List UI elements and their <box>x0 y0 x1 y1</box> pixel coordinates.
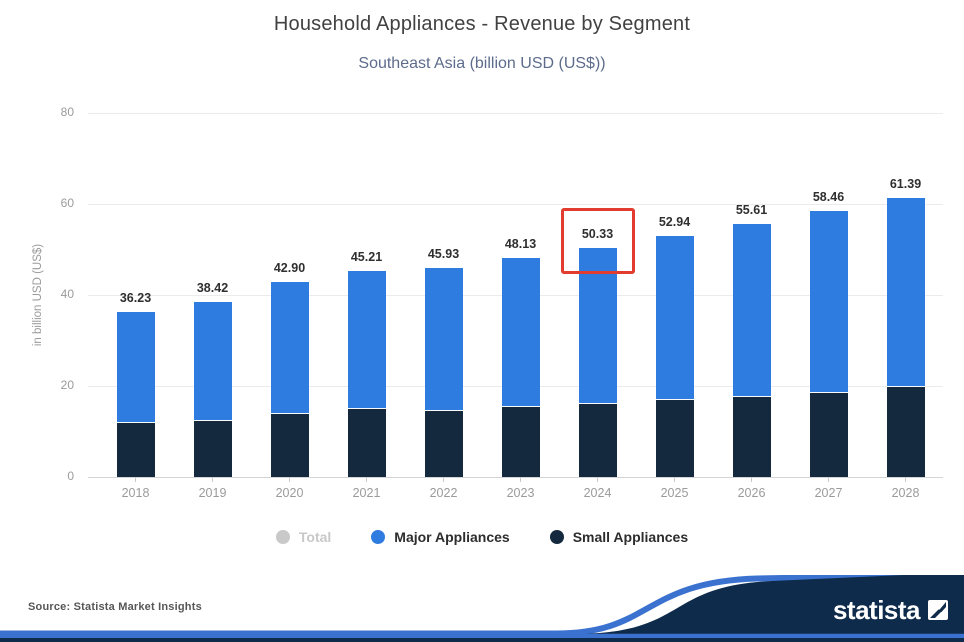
x-axis-label-2020: 2020 <box>275 486 304 500</box>
legend-dot-major-appliances <box>371 530 386 544</box>
bar-value-label-2024: 50.33 <box>581 226 614 241</box>
x-tick-2018 <box>135 477 136 482</box>
x-axis-label-2021: 2021 <box>352 486 381 500</box>
footer-navy-swoosh <box>580 575 964 634</box>
statista-logo: statista <box>833 597 948 623</box>
chart-title: Household Appliances - Revenue by Segmen… <box>273 13 691 35</box>
y-tick-label-60: 60 <box>60 196 74 210</box>
footer-bottom-line <box>0 638 964 642</box>
bar-value-label-2021: 45.21 <box>350 250 383 265</box>
bar-2026-small-segment[interactable] <box>732 395 771 477</box>
bar-2022[interactable] <box>424 268 463 477</box>
bar-2025-small-segment[interactable] <box>655 398 694 477</box>
statista-logo-mark <box>928 600 948 620</box>
source-note: Source: Statista Market Insights <box>28 601 202 613</box>
legend-label: Total <box>298 529 332 545</box>
bar-2027-major-segment[interactable] <box>809 211 848 392</box>
x-tick-2021 <box>366 477 367 482</box>
chart-legend: Total Major Appliances Small Appliances <box>0 529 964 545</box>
bar-2018-major-segment[interactable] <box>116 312 155 423</box>
x-tick-2024 <box>597 477 598 482</box>
bar-2024[interactable] <box>578 248 617 477</box>
footer-swoosh <box>0 575 964 642</box>
x-axis-label-2023: 2023 <box>506 486 535 500</box>
bar-2023-small-segment[interactable] <box>501 405 540 477</box>
bar-2023[interactable] <box>501 258 540 477</box>
bar-2023-major-segment[interactable] <box>501 258 540 406</box>
x-tick-2022 <box>443 477 444 482</box>
x-axis-label-2025: 2025 <box>660 486 689 500</box>
x-axis-label-2018: 2018 <box>121 486 150 500</box>
x-axis-label-2027: 2027 <box>814 486 843 500</box>
bar-2028-small-segment[interactable] <box>886 385 925 477</box>
gridline-60 <box>88 204 943 205</box>
y-tick-label-40: 40 <box>60 287 74 301</box>
x-tick-2025 <box>674 477 675 482</box>
bar-2021-major-segment[interactable] <box>347 271 386 409</box>
bar-2027-small-segment[interactable] <box>809 391 848 477</box>
bar-2020[interactable] <box>270 281 309 477</box>
footer-curve-stripe <box>0 575 964 637</box>
bar-value-label-2023: 48.13 <box>504 237 537 251</box>
bar-value-label-2022: 45.93 <box>427 247 460 262</box>
x-tick-2026 <box>751 477 752 482</box>
bar-2018[interactable] <box>116 312 155 477</box>
statista-logo-text: statista <box>832 595 921 625</box>
bar-2020-small-segment[interactable] <box>270 413 309 477</box>
bar-2019[interactable] <box>193 302 232 477</box>
logo-mark-slash-upper <box>937 602 946 612</box>
bar-2024-small-segment[interactable] <box>578 402 617 477</box>
bar-value-label-2018: 36.23 <box>119 291 152 306</box>
bar-2020-major-segment[interactable] <box>270 281 309 414</box>
bar-2021-small-segment[interactable] <box>347 408 386 477</box>
chart-subtitle: Southeast Asia (billion USD (US$)) <box>358 55 606 72</box>
x-tick-2020 <box>289 477 290 482</box>
x-axis-label-2026: 2026 <box>737 486 766 500</box>
legend-item-major-appliances[interactable]: Major Appliances <box>371 529 510 545</box>
bar-2028-major-segment[interactable] <box>886 197 925 386</box>
legend-label: Major Appliances <box>394 529 510 545</box>
bar-value-label-2026: 55.61 <box>735 202 768 217</box>
bar-2022-major-segment[interactable] <box>424 268 463 411</box>
gridline-80 <box>88 113 943 114</box>
gridline-0 <box>88 477 943 478</box>
bar-2026-major-segment[interactable] <box>732 223 771 396</box>
x-tick-2023 <box>520 477 521 482</box>
y-tick-label-0: 0 <box>67 469 74 483</box>
y-tick-label-20: 20 <box>60 378 74 392</box>
bar-value-label-2020: 42.90 <box>273 260 306 275</box>
highlight-box-2024 <box>560 207 635 274</box>
bar-value-label-2027: 58.46 <box>812 190 845 204</box>
bar-2026[interactable] <box>732 223 771 477</box>
legend-dot-total <box>275 530 290 544</box>
bar-2022-small-segment[interactable] <box>424 410 463 477</box>
bar-2019-small-segment[interactable] <box>193 420 232 477</box>
x-tick-2027 <box>828 477 829 482</box>
bar-value-label-2019: 38.42 <box>196 281 229 296</box>
bar-value-label-2028: 61.39 <box>889 176 922 191</box>
x-tick-2028 <box>905 477 906 482</box>
legend-item-total[interactable]: Total <box>275 529 332 545</box>
bar-value-label-2025: 52.94 <box>658 215 691 230</box>
x-axis-label-2019: 2019 <box>198 486 227 500</box>
bar-2025-major-segment[interactable] <box>655 236 694 399</box>
bar-2018-small-segment[interactable] <box>116 422 155 477</box>
x-axis-label-2028: 2028 <box>891 486 920 500</box>
bar-2027[interactable] <box>809 211 848 477</box>
x-axis-label-2022: 2022 <box>429 486 458 500</box>
bar-2021[interactable] <box>347 271 386 477</box>
bar-2019-major-segment[interactable] <box>193 302 232 421</box>
legend-item-small-appliances[interactable]: Small Appliances <box>549 529 689 545</box>
y-tick-label-80: 80 <box>60 105 74 119</box>
x-axis-label-2024: 2024 <box>583 486 612 500</box>
legend-dot-small-appliances <box>549 530 564 544</box>
plot-area: 36.23 2018 38.42 2019 42.90 2020 45.21 2021 45.9… <box>88 113 943 500</box>
bar-2028[interactable] <box>886 197 925 477</box>
legend-label: Small Appliances <box>572 529 689 545</box>
x-tick-2019 <box>212 477 213 482</box>
bar-2025[interactable] <box>655 236 694 477</box>
